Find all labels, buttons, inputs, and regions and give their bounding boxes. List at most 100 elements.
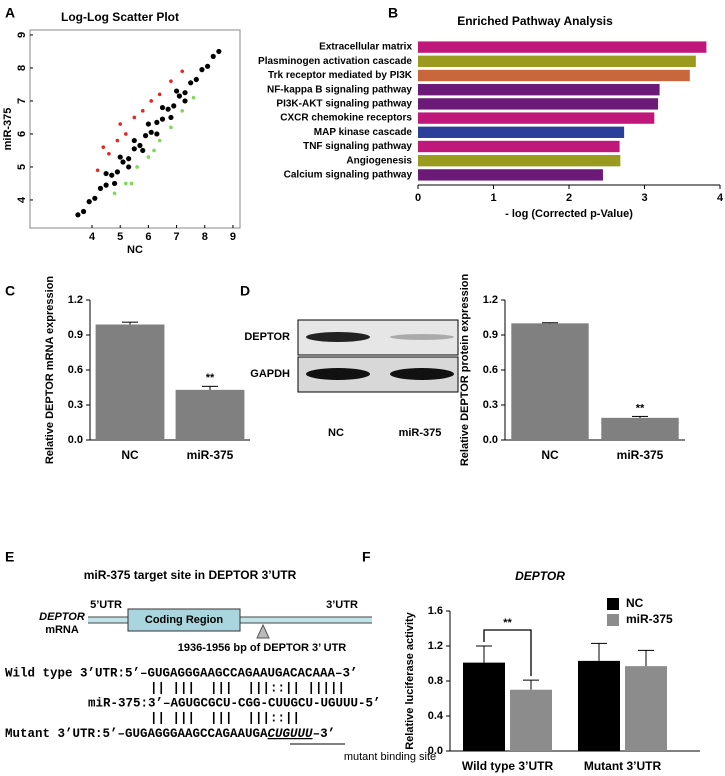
chart-title: Log-Log Scatter Plot [61, 10, 179, 24]
panel-letter: F [362, 549, 371, 565]
point [173, 88, 180, 94]
point [157, 138, 162, 143]
y-tick-label: 5 [16, 164, 28, 170]
category-label: Angiogenesis [346, 155, 412, 166]
x-tick-label: 5 [117, 231, 123, 243]
gene-label: DEPTOR [39, 611, 85, 623]
point [95, 168, 100, 173]
y-tick-label: 0.6 [68, 364, 83, 376]
point [103, 182, 109, 188]
point [182, 98, 188, 104]
legend-swatch [607, 598, 619, 610]
category-label: PI3K-AKT signaling pathway [276, 99, 412, 110]
x-tick-label: 8 [202, 231, 208, 243]
bar [418, 55, 696, 67]
y-tick-label: 9 [16, 32, 28, 38]
point [140, 147, 146, 154]
point [103, 170, 109, 177]
significance: ** [636, 402, 645, 414]
significance-bracket [483, 629, 532, 677]
wild-sequence: Wild type 3’UTR:5’–GUGAGGGAAGCCAGAAUGACA… [5, 666, 358, 680]
point [152, 148, 156, 153]
y-axis-label: Relative DEPTOR protein expression [459, 274, 471, 467]
point [135, 165, 139, 169]
point [171, 103, 177, 109]
x-tick-label: NC [541, 448, 559, 462]
point [182, 90, 188, 96]
legend-label: NC [626, 596, 644, 610]
category-label: TNF signaling pathway [303, 141, 412, 152]
utr5-label: 5’UTR [90, 599, 122, 611]
point [97, 185, 104, 191]
y-tick-label: 0.0 [68, 434, 83, 446]
x-axis-label: NC [127, 244, 143, 256]
point [109, 172, 115, 178]
y-tick-label: 0.9 [483, 329, 498, 341]
point [131, 146, 137, 152]
mutant-suffix: –3’ [313, 727, 336, 741]
point [142, 133, 149, 139]
point [146, 155, 151, 159]
blot-band [390, 334, 454, 340]
bar [418, 169, 603, 181]
blot-band [306, 368, 370, 380]
point [101, 145, 106, 149]
point [120, 159, 126, 165]
significance: ** [503, 617, 512, 629]
chart-title: DEPTOR [515, 569, 565, 583]
x-tick-label: 7 [174, 231, 180, 243]
bar [463, 662, 505, 751]
utr3-label: 3’UTR [326, 599, 358, 611]
y-tick-label: 1.2 [483, 294, 498, 306]
category-label: NF-kappa B signaling pathway [267, 84, 412, 95]
bar [625, 666, 667, 751]
point [154, 119, 160, 125]
bar [418, 98, 659, 110]
category-label: MAP kinase cascade [314, 127, 413, 138]
mutant-sequence: Mutant 3’UTR:5’–GUGAGGGAAGCCAGAAUGACUGUU… [5, 727, 335, 741]
y-tick-label: 0.6 [483, 364, 498, 376]
panel-e: E miR-375 target site in DEPTOR 3’UTR Co… [5, 549, 436, 763]
point [191, 95, 196, 100]
point [204, 63, 211, 69]
x-tick-label: 2 [566, 192, 572, 204]
bar [418, 140, 620, 153]
y-axis-label: Relative DEPTOR mRNA expression [44, 276, 56, 465]
point [140, 109, 145, 113]
point [115, 138, 120, 143]
category-label: Calcium signaling pathway [284, 170, 413, 181]
category-label: CXCR chemokine receptors [280, 113, 412, 124]
point [180, 109, 185, 113]
x-tick-label: 4 [717, 192, 724, 204]
point [169, 79, 173, 83]
bar [418, 112, 655, 124]
blot-row-label: DEPTOR [244, 331, 290, 343]
bar [511, 323, 589, 440]
point [149, 99, 154, 103]
point [80, 208, 87, 215]
bar [418, 69, 690, 82]
mutant-site: CUGUUU [268, 727, 314, 741]
x-tick-label: 0 [415, 192, 421, 204]
bar [418, 126, 625, 138]
point [199, 67, 205, 73]
mutant-note: mutant binding site [344, 751, 436, 763]
point [180, 69, 185, 74]
point [168, 114, 174, 121]
legend-label: miR-375 [626, 612, 673, 626]
y-tick-label: 0.0 [428, 745, 443, 757]
x-tick-label: Wild type 3’UTR [462, 759, 554, 773]
blot-lane-label: miR-375 [399, 427, 442, 439]
point [131, 137, 137, 144]
mirna-sequence: miR-375:3’–AGUGCGCU-CGG-CUUGCU-UGUUU-5’ [88, 696, 381, 710]
point [145, 121, 151, 127]
category-label: Plasminogen activation cascade [258, 56, 412, 67]
y-tick-label: 1.2 [428, 640, 443, 652]
point [129, 181, 134, 186]
site-label: 1936-1956 bp of DEPTOR 3’ UTR [178, 642, 347, 654]
site-marker [256, 623, 270, 639]
bar [578, 660, 620, 751]
point [126, 164, 132, 170]
point [193, 76, 199, 83]
